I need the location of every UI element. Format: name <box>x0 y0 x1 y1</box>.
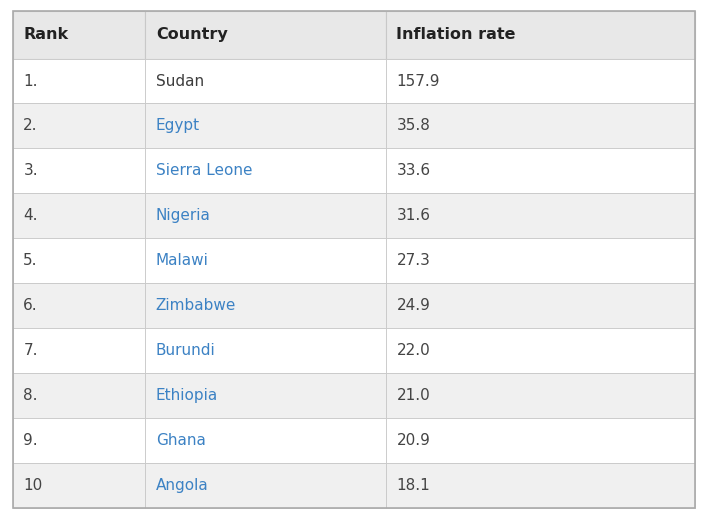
Bar <box>145 148 386 193</box>
Bar <box>13 11 145 59</box>
Bar <box>386 59 695 103</box>
Text: 33.6: 33.6 <box>396 163 430 179</box>
Text: 2.: 2. <box>23 118 38 133</box>
Text: 10: 10 <box>23 477 42 493</box>
Text: 1.: 1. <box>23 74 38 89</box>
Bar <box>386 193 695 238</box>
Bar <box>13 462 145 508</box>
Bar <box>145 328 386 373</box>
Bar <box>145 11 386 59</box>
Bar <box>386 103 695 148</box>
Bar <box>386 462 695 508</box>
Bar <box>13 148 145 193</box>
Bar <box>145 59 386 103</box>
Text: Nigeria: Nigeria <box>156 208 211 223</box>
Text: Malawi: Malawi <box>156 253 209 268</box>
Bar <box>386 328 695 373</box>
Text: 27.3: 27.3 <box>396 253 430 268</box>
Text: 20.9: 20.9 <box>396 433 430 448</box>
Bar <box>13 328 145 373</box>
Text: 18.1: 18.1 <box>396 477 430 493</box>
Text: 9.: 9. <box>23 433 38 448</box>
Text: Ghana: Ghana <box>156 433 205 448</box>
Text: Sierra Leone: Sierra Leone <box>156 163 252 179</box>
Text: Angola: Angola <box>156 477 209 493</box>
Text: 35.8: 35.8 <box>396 118 430 133</box>
Text: Ethiopia: Ethiopia <box>156 388 218 403</box>
Text: Zimbabwe: Zimbabwe <box>156 298 236 313</box>
Text: 22.0: 22.0 <box>396 343 430 358</box>
Text: Burundi: Burundi <box>156 343 215 358</box>
Bar <box>13 373 145 418</box>
Text: 7.: 7. <box>23 343 38 358</box>
Bar <box>13 193 145 238</box>
Bar <box>386 283 695 328</box>
Text: 31.6: 31.6 <box>396 208 430 223</box>
Text: Country: Country <box>156 28 227 43</box>
Bar <box>386 11 695 59</box>
Text: 157.9: 157.9 <box>396 74 440 89</box>
Bar <box>145 103 386 148</box>
Text: Sudan: Sudan <box>156 74 204 89</box>
Bar <box>386 148 695 193</box>
Text: Inflation rate: Inflation rate <box>396 28 516 43</box>
Bar <box>145 193 386 238</box>
Bar <box>145 418 386 462</box>
Text: 6.: 6. <box>23 298 38 313</box>
Bar <box>386 373 695 418</box>
Text: Rank: Rank <box>23 28 69 43</box>
Bar <box>13 103 145 148</box>
Text: 24.9: 24.9 <box>396 298 430 313</box>
Bar <box>13 59 145 103</box>
Bar <box>13 418 145 462</box>
Bar <box>386 418 695 462</box>
Text: 21.0: 21.0 <box>396 388 430 403</box>
Bar <box>145 283 386 328</box>
Bar <box>145 373 386 418</box>
Text: Egypt: Egypt <box>156 118 200 133</box>
Bar <box>386 238 695 283</box>
Text: 8.: 8. <box>23 388 38 403</box>
Bar <box>13 238 145 283</box>
Bar <box>13 283 145 328</box>
Text: 4.: 4. <box>23 208 38 223</box>
Bar <box>145 238 386 283</box>
Text: 3.: 3. <box>23 163 38 179</box>
Text: 5.: 5. <box>23 253 38 268</box>
Bar <box>145 462 386 508</box>
